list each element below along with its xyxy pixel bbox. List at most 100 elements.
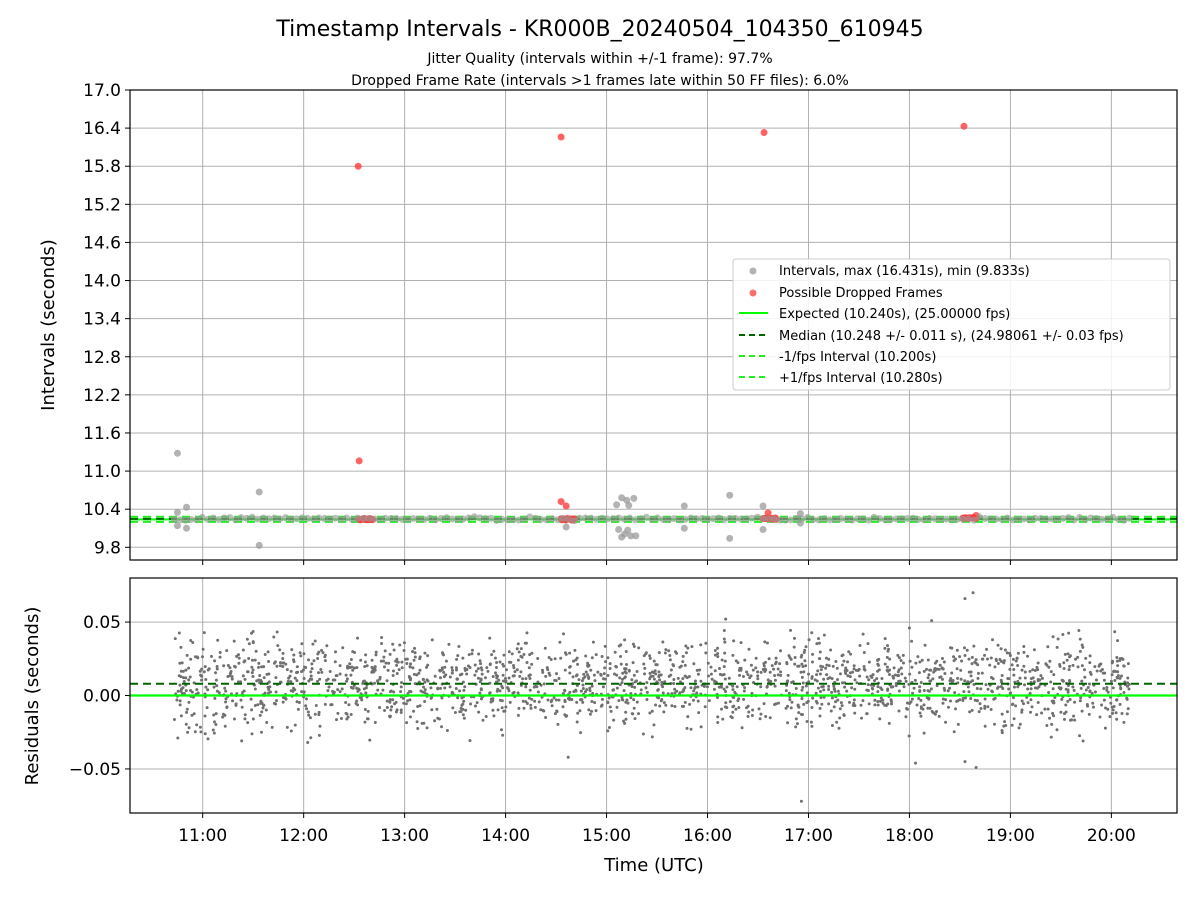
x-tick-label: 12:00 xyxy=(279,826,328,846)
residual-point xyxy=(524,700,528,704)
residual-point xyxy=(331,689,335,693)
residual-point xyxy=(805,691,809,695)
residual-point xyxy=(837,726,841,730)
residual-point xyxy=(672,682,676,686)
residual-point xyxy=(356,636,360,640)
residual-point xyxy=(1051,687,1055,691)
interval-point xyxy=(720,516,728,524)
residual-point xyxy=(334,650,338,654)
residual-point xyxy=(443,686,447,690)
interval-point xyxy=(803,513,811,521)
residual-point xyxy=(818,706,822,710)
interval-point xyxy=(1103,515,1111,523)
interval-point xyxy=(648,516,656,524)
residual-point xyxy=(1033,686,1037,690)
residual-point xyxy=(522,706,526,710)
residual-point xyxy=(1071,685,1075,689)
interval-point xyxy=(1120,516,1128,524)
residual-point xyxy=(810,676,814,680)
residual-point xyxy=(1079,686,1083,690)
interval-point xyxy=(681,515,689,523)
residual-point xyxy=(1093,665,1097,669)
residual-point xyxy=(834,700,838,704)
residual-point xyxy=(496,708,500,712)
residual-point xyxy=(762,662,766,666)
residual-point xyxy=(907,734,911,738)
interval-point xyxy=(173,508,181,516)
residual-point xyxy=(181,676,185,680)
residual-point xyxy=(484,715,488,719)
residual-point xyxy=(423,688,427,692)
interval-point xyxy=(1031,514,1039,522)
residual-point xyxy=(480,672,484,676)
residual-point xyxy=(1070,718,1074,722)
residual-point xyxy=(684,651,688,655)
residual-point xyxy=(405,721,409,725)
dropped-frame-point xyxy=(562,502,570,510)
residual-point xyxy=(189,657,193,661)
residual-point xyxy=(185,653,189,657)
residual-point xyxy=(790,700,794,704)
residual-point xyxy=(919,705,923,709)
residual-point xyxy=(503,709,507,713)
residual-point xyxy=(600,697,604,701)
residual-point xyxy=(860,716,864,720)
residual-point xyxy=(853,678,857,682)
residual-point xyxy=(344,700,348,704)
residual-point xyxy=(696,672,700,676)
residual-point xyxy=(840,654,844,658)
residual-point xyxy=(516,713,520,717)
residual-point xyxy=(797,711,801,715)
interval-point xyxy=(226,514,234,522)
residual-point xyxy=(825,673,829,677)
residual-point xyxy=(180,687,184,691)
intervals-y-tick-label: 16.4 xyxy=(83,119,121,139)
residual-point xyxy=(399,708,403,712)
residual-point xyxy=(527,696,531,700)
residual-point xyxy=(289,689,293,693)
residual-point xyxy=(815,642,819,646)
residual-point xyxy=(400,666,404,670)
residual-point xyxy=(320,670,324,674)
residual-point xyxy=(455,657,459,661)
residual-point xyxy=(722,672,726,676)
residual-point xyxy=(1113,678,1117,682)
residual-point xyxy=(296,670,300,674)
interval-point xyxy=(687,514,695,522)
residual-point xyxy=(450,690,454,694)
residual-point xyxy=(915,703,919,707)
residual-point xyxy=(460,703,464,707)
residual-point xyxy=(624,717,628,721)
interval-point xyxy=(715,514,723,522)
residual-point xyxy=(178,661,182,665)
residual-point xyxy=(1022,644,1026,648)
residual-point xyxy=(879,696,883,700)
residual-point xyxy=(1045,723,1049,727)
residual-point xyxy=(408,698,412,702)
residual-point xyxy=(253,687,257,691)
residual-point xyxy=(591,640,595,644)
residual-point xyxy=(563,700,567,704)
residual-point xyxy=(673,687,677,691)
residual-point xyxy=(571,675,575,679)
residual-point xyxy=(218,655,222,659)
residual-point xyxy=(993,722,997,726)
residual-point xyxy=(709,672,713,676)
residual-point xyxy=(232,639,236,643)
residual-point xyxy=(489,697,493,701)
residual-point xyxy=(704,651,708,655)
residual-point xyxy=(685,726,689,730)
residual-point xyxy=(253,658,257,662)
residual-point xyxy=(383,649,387,653)
legend-label-expected: Expected (10.240s), (25.00000 fps) xyxy=(779,307,1010,322)
residual-point xyxy=(734,707,738,711)
residual-point xyxy=(1010,663,1014,667)
residual-point xyxy=(179,645,183,649)
residual-point xyxy=(862,667,866,671)
residual-point xyxy=(1122,691,1126,695)
intervals-y-tick-label: 11.0 xyxy=(83,462,121,482)
residual-point xyxy=(1105,685,1109,689)
residual-point xyxy=(511,674,515,678)
residual-point xyxy=(972,682,976,686)
residual-point xyxy=(889,702,893,706)
